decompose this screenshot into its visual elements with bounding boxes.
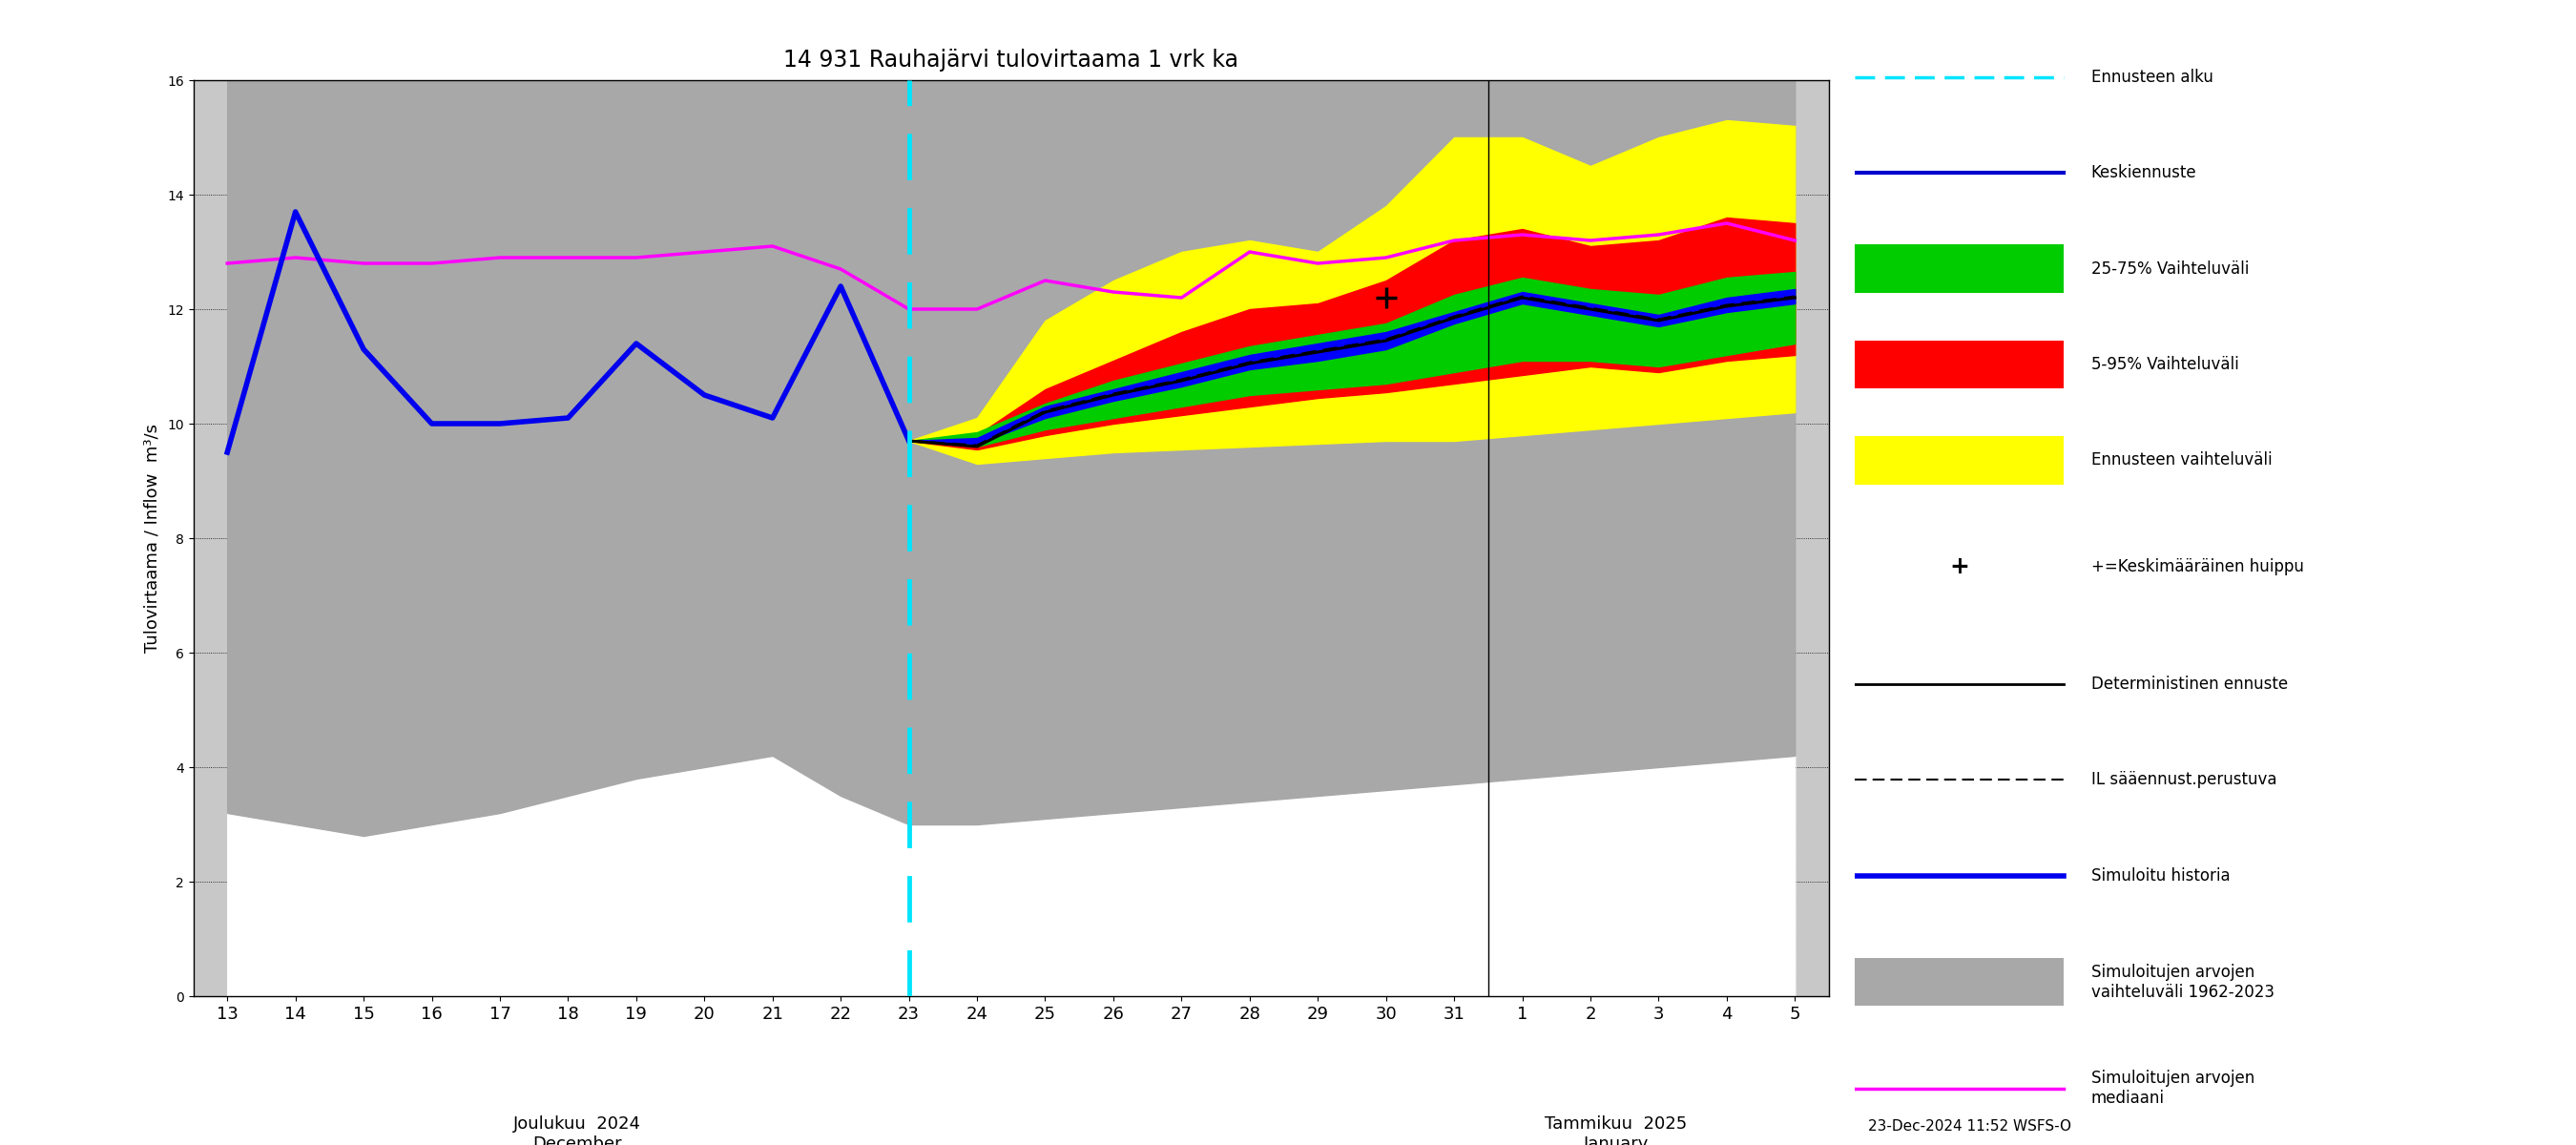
Text: Tammikuu  2025
January: Tammikuu 2025 January (1546, 1115, 1687, 1145)
Text: Simuloitujen arvojen
vaihteluväli 1962-2023: Simuloitujen arvojen vaihteluväli 1962-2… (2092, 964, 2275, 1001)
Y-axis label: Tulovirtaama / Inflow  m³/s: Tulovirtaama / Inflow m³/s (144, 424, 160, 653)
Bar (1855, 958, 2063, 1006)
Text: 23-Dec-2024 11:52 WSFS-O: 23-Dec-2024 11:52 WSFS-O (1868, 1120, 2071, 1134)
Text: Joulukuu  2024
December: Joulukuu 2024 December (513, 1115, 641, 1145)
Title: 14 931 Rauhajärvi tulovirtaama 1 vrk ka: 14 931 Rauhajärvi tulovirtaama 1 vrk ka (783, 49, 1239, 72)
Text: Deterministinen ennuste: Deterministinen ennuste (2092, 676, 2287, 693)
Text: 5-95% Vaihteluväli: 5-95% Vaihteluväli (2092, 356, 2239, 373)
Text: Ennusteen alku: Ennusteen alku (2092, 69, 2213, 86)
Text: Simuloitu historia: Simuloitu historia (2092, 867, 2231, 884)
Text: Ennusteen vaihteluväli: Ennusteen vaihteluväli (2092, 451, 2272, 469)
Bar (1855, 340, 2063, 388)
Text: Keskiennuste: Keskiennuste (2092, 164, 2197, 181)
Text: IL sääennust.perustuva: IL sääennust.perustuva (2092, 772, 2277, 788)
Text: +=Keskimääräinen huippu: +=Keskimääräinen huippu (2092, 558, 2303, 575)
Bar (1855, 245, 2063, 293)
Text: 25-75% Vaihteluväli: 25-75% Vaihteluväli (2092, 260, 2249, 277)
Text: +: + (1950, 555, 1968, 578)
Bar (1855, 436, 2063, 484)
Text: Simuloitujen arvojen
mediaani: Simuloitujen arvojen mediaani (2092, 1071, 2254, 1107)
